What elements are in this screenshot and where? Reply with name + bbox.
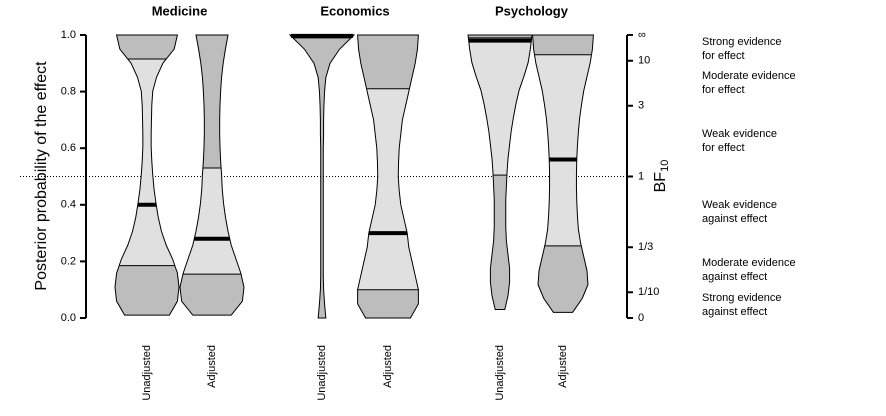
- panel-title: Psychology: [495, 3, 569, 18]
- violin-band-lower: [532, 245, 594, 313]
- y2-tick-label: ∞: [638, 29, 646, 41]
- violin-outline: [467, 34, 533, 311]
- evidence-annotation: Strong evidence: [702, 292, 782, 304]
- evidence-annotation: against effect: [702, 213, 767, 225]
- panel-title: Medicine: [152, 3, 208, 18]
- violin-fill: [290, 35, 354, 318]
- y2-tick-label: 10: [638, 55, 650, 67]
- violin-outline: [179, 34, 245, 316]
- violin-outline: [357, 34, 419, 319]
- violin-band-upper: [115, 35, 179, 60]
- y-tick-label: 0.4: [61, 199, 76, 211]
- evidence-annotation: against effect: [702, 271, 767, 283]
- violin-label: Unadjusted: [494, 345, 506, 401]
- violin-band-lower: [357, 289, 419, 318]
- evidence-annotation: Moderate evidence: [702, 70, 796, 82]
- y-tick-label: 1.0: [61, 29, 76, 41]
- violin-outline: [114, 34, 180, 316]
- violin-label: Adjusted: [557, 345, 569, 388]
- y-axis-label: Posterior probability of the effect: [33, 61, 50, 291]
- evidence-annotation: against effect: [702, 306, 767, 318]
- evidence-annotation: Weak evidence: [702, 199, 777, 211]
- y2-tick-label: 1/3: [638, 241, 653, 253]
- y-tick-label: 0.0: [61, 312, 76, 324]
- evidence-annotation: Weak evidence: [702, 128, 777, 140]
- violin-label: Adjusted: [206, 345, 218, 388]
- y-tick-label: 0.6: [61, 142, 76, 154]
- violin-band-upper: [180, 35, 244, 169]
- violin-fill: [357, 35, 419, 318]
- violin-band-lower: [180, 274, 244, 316]
- violin-label: Unadjusted: [141, 345, 153, 401]
- y2-axis-label: BF10: [652, 160, 671, 193]
- violin-label: Adjusted: [382, 345, 394, 388]
- violin-label: Unadjusted: [316, 345, 328, 401]
- violin-band-middle: [468, 37, 532, 176]
- y2-tick-label: 3: [638, 100, 644, 112]
- y2-tick-label: 1/10: [638, 286, 659, 298]
- y-tick-label: 0.2: [61, 255, 76, 267]
- y2-tick-label: 1: [638, 170, 644, 182]
- evidence-annotation: for effect: [702, 50, 745, 62]
- violin-band-upper: [357, 35, 419, 89]
- violin-outline: [532, 34, 594, 313]
- violin-band-upper: [532, 35, 594, 55]
- y2-tick-label: 0: [638, 312, 644, 324]
- evidence-annotation: for effect: [702, 84, 745, 96]
- violin-band-lower: [468, 175, 532, 310]
- evidence-annotation: for effect: [702, 142, 745, 154]
- y2-axis-label-sub: 10: [659, 160, 671, 172]
- violin-band-upper: [468, 35, 532, 38]
- panel-title: Economics: [320, 3, 389, 18]
- violin-band-middle: [115, 59, 179, 266]
- violin-band-lower: [290, 37, 354, 318]
- y-tick-label: 0.8: [61, 86, 76, 98]
- violin-band-lower: [115, 265, 179, 316]
- evidence-annotation: Moderate evidence: [702, 257, 796, 269]
- evidence-annotation: Strong evidence: [702, 36, 782, 48]
- violin-band-middle: [532, 54, 594, 246]
- y2-axis-label-main: BF: [652, 172, 669, 193]
